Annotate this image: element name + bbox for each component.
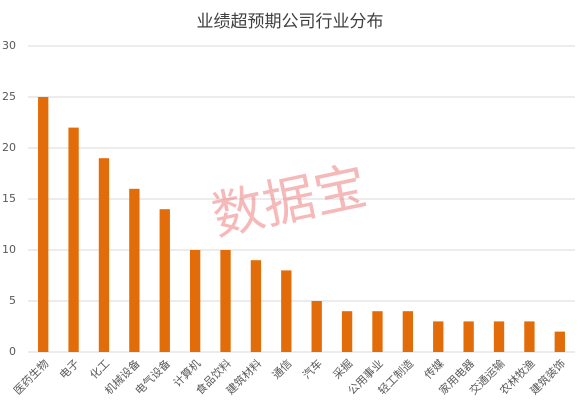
bar [341, 311, 353, 352]
bar [159, 209, 170, 352]
bar [554, 331, 565, 352]
bar [98, 158, 110, 352]
x-tick-label: 电子 [57, 357, 82, 382]
bar [189, 250, 201, 352]
bar [38, 97, 49, 352]
bar [129, 188, 140, 352]
y-tick-label: 30 [2, 39, 16, 52]
bar [493, 321, 505, 352]
y-tick-label: 10 [2, 243, 16, 256]
x-tick-label: 通信 [270, 357, 295, 382]
bar [68, 127, 79, 352]
bar [402, 311, 414, 352]
x-tick-label: 采掘 [330, 356, 355, 381]
watermark: 数据宝 [207, 157, 372, 248]
chart-title: 业绩超预期公司行业分布 [197, 12, 384, 32]
bar [524, 321, 535, 352]
bar [220, 250, 231, 352]
y-tick-label: 5 [9, 294, 16, 307]
y-tick-label: 20 [2, 141, 16, 154]
bar [311, 301, 322, 352]
y-tick-label: 15 [2, 192, 16, 205]
x-tick-label: 化工 [87, 356, 112, 381]
bar [250, 260, 262, 352]
y-tick-label: 25 [2, 90, 16, 103]
x-tick-label: 汽车 [299, 356, 324, 381]
x-tick-label: 传媒 [422, 357, 447, 382]
bar [433, 321, 444, 352]
bar [463, 321, 474, 352]
x-tick-label: 医药生物 [10, 356, 51, 397]
bar [281, 270, 292, 352]
y-tick-label: 0 [9, 345, 16, 358]
bar [372, 311, 383, 352]
